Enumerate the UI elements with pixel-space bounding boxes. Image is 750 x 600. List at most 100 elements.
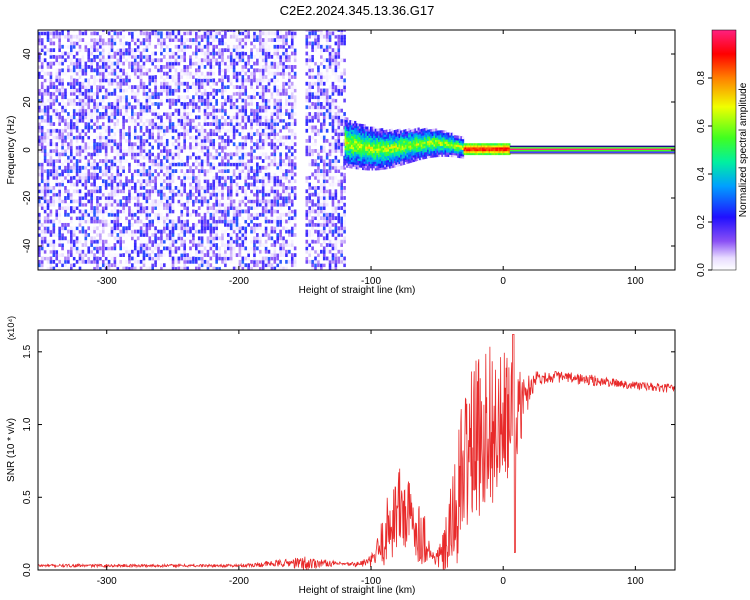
spectrogram-cell	[288, 196, 291, 200]
spectrogram-cell	[183, 58, 186, 63]
spectrogram-cell	[206, 145, 210, 150]
spectrogram-cell	[285, 145, 288, 150]
spectrogram-cell	[186, 212, 189, 217]
spectrogram-cell	[186, 186, 189, 190]
spectrogram-cell	[171, 256, 175, 261]
spectrogram-cell	[160, 95, 163, 100]
spectrogram-cell	[290, 159, 294, 163]
spectrogram-cell	[282, 229, 285, 234]
spectrogram-cell	[67, 41, 70, 46]
spectrogram-cell	[119, 112, 123, 116]
spectrogram-cell	[90, 155, 93, 160]
spectrogram-cell	[75, 172, 79, 177]
spectrogram-cell	[69, 186, 73, 190]
spectrogram-cell	[87, 172, 91, 177]
spectrogram-cell	[119, 233, 123, 237]
spectrogram-cell	[226, 209, 230, 214]
spectrogram-cell	[221, 202, 224, 207]
spectrogram-cell	[40, 30, 44, 32]
spectrogram-cell	[197, 219, 201, 224]
spectrogram-cell	[290, 145, 294, 150]
spectrogram-cell	[258, 95, 262, 100]
spectrogram-cell	[264, 91, 268, 96]
spectrogram-cell	[197, 263, 201, 268]
spectrogram-cell	[49, 155, 53, 160]
spectrogram-cell	[235, 243, 239, 247]
spectrogram-cell	[38, 75, 41, 79]
spectrogram-cell	[232, 266, 236, 270]
spectrogram-cell	[267, 155, 271, 160]
spectrogram-cell	[125, 219, 128, 224]
spectrogram-cell	[241, 229, 245, 234]
spectrogram-cell	[276, 65, 280, 69]
spectrogram-cell	[52, 122, 56, 126]
spectrogram-cell	[215, 152, 218, 157]
spectrogram-cell	[221, 263, 224, 268]
spectrogram-cell	[224, 172, 227, 177]
spectrogram-cell	[101, 112, 105, 116]
spectrogram-cell	[69, 132, 73, 137]
spectrogram-cell	[293, 88, 297, 93]
spectrogram-cell	[55, 54, 59, 59]
spectrogram-cell	[99, 132, 102, 137]
spectrogram-cell	[221, 209, 224, 214]
spectrogram-cell	[186, 202, 189, 207]
spectrogram-cell	[136, 149, 140, 153]
spectrogram-cell	[136, 34, 140, 39]
spectrogram-cell	[151, 209, 154, 214]
spectrogram-cell	[314, 175, 317, 180]
spectrogram-cell	[256, 61, 259, 66]
spectrogram-cell	[244, 44, 248, 49]
spectrogram-cell	[256, 112, 259, 116]
spectrogram-cell	[145, 243, 149, 247]
spectrogram-cell	[311, 253, 314, 257]
spectrogram-cell	[131, 226, 134, 231]
spectrogram-cell	[148, 219, 152, 224]
spectrogram-cell	[290, 253, 294, 257]
spectrogram-cell	[308, 182, 311, 187]
spectrogram-cell	[235, 71, 239, 76]
spectrogram-cell	[93, 243, 96, 247]
spectrogram-cell	[224, 132, 227, 137]
spectrogram-cell	[122, 186, 125, 190]
spectrogram-cell	[148, 239, 152, 244]
spectrogram-cell	[139, 58, 143, 63]
spectrogram-cell	[78, 256, 82, 261]
spectrogram-cell	[200, 51, 204, 56]
spectrogram-cell	[285, 212, 288, 217]
spectrogram-cell	[206, 149, 210, 153]
spectrogram-cell	[119, 263, 123, 268]
spectrogram-cell	[99, 135, 102, 140]
spectrogram-cell	[226, 95, 230, 100]
spectrogram-cell	[46, 98, 50, 103]
spectrogram-cell	[183, 135, 186, 140]
spectrogram-cell	[78, 226, 82, 231]
spectrogram-cell	[101, 44, 105, 49]
spectrogram-cell	[163, 81, 166, 86]
spectrogram-cell	[61, 236, 64, 241]
spectrogram-cell	[209, 41, 213, 46]
spectrogram-cell	[61, 192, 64, 197]
spectrogram-cell	[157, 233, 160, 237]
spectrogram-cell	[206, 206, 210, 210]
spectrogram-cell	[244, 216, 248, 221]
spectrogram-cell	[81, 253, 85, 257]
spectrogram-cell	[203, 152, 207, 157]
spectrogram-cell	[145, 169, 149, 173]
spectrogram-cell	[235, 108, 239, 113]
spectrogram-cell	[160, 216, 163, 221]
spectrogram-cell	[174, 68, 178, 73]
spectrogram-cell	[78, 115, 82, 120]
spectrogram-cell	[90, 61, 93, 66]
spectrogram-cell	[101, 122, 105, 126]
spectrogram-cell	[253, 172, 256, 177]
spectrogram-cell	[119, 142, 123, 147]
spectrogram-cell	[177, 48, 181, 53]
spectrogram-cell	[261, 152, 265, 157]
spectrogram-cell	[61, 88, 64, 93]
spectrogram-cell	[215, 125, 218, 130]
spectrogram-cell	[84, 199, 88, 204]
spectrogram-cell	[282, 71, 285, 76]
spectrogram-cell	[110, 112, 114, 116]
spectrogram-cell	[195, 199, 198, 204]
